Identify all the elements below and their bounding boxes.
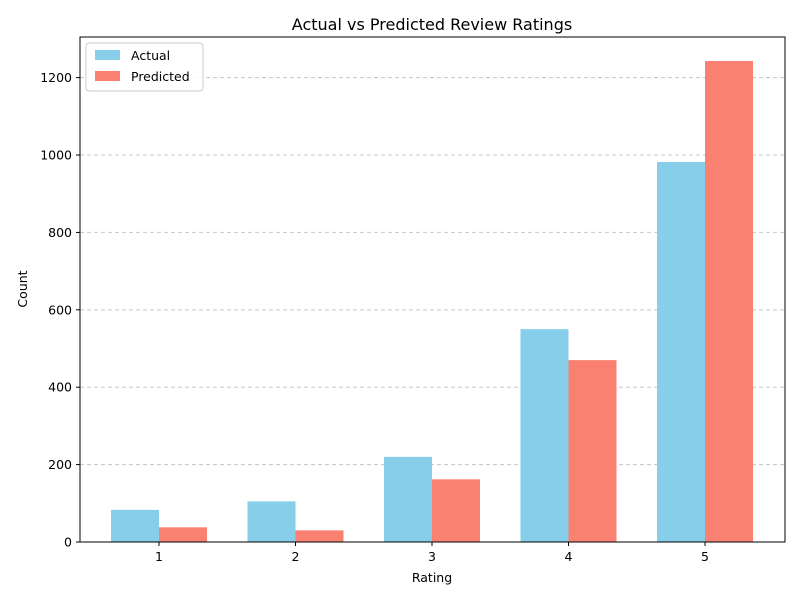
bar-actual-2: [247, 501, 296, 542]
bar-predicted-4: [568, 360, 617, 542]
legend-label-predicted: Predicted: [131, 69, 190, 84]
bar-predicted-2: [295, 530, 344, 542]
y-tick-label: 400: [48, 380, 72, 395]
bar-actual-4: [520, 329, 569, 542]
bar-actual-5: [657, 161, 705, 542]
y-tick-label: 0: [64, 535, 72, 550]
x-tick-label: 5: [701, 549, 709, 564]
bar-predicted-3: [432, 479, 480, 542]
y-tick-label: 800: [48, 225, 72, 240]
y-tick-label: 1200: [40, 70, 72, 85]
legend-label-actual: Actual: [131, 48, 170, 63]
bar-actual-1: [111, 509, 159, 542]
x-tick-label: 4: [565, 549, 573, 564]
bar-predicted-1: [159, 527, 207, 542]
x-axis-ticks: 1 2 3 4 5: [155, 542, 709, 564]
chart-title: Actual vs Predicted Review Ratings: [292, 15, 572, 34]
legend-swatch-actual: [95, 50, 120, 60]
y-axis-ticks: 0 200 400 600 800 1000 1200: [40, 70, 80, 550]
legend-swatch-predicted: [95, 71, 120, 81]
x-tick-label: 3: [428, 549, 436, 564]
x-axis-label: Rating: [412, 570, 452, 585]
x-tick-label: 1: [155, 549, 163, 564]
bars: [111, 60, 753, 542]
y-axis-label: Count: [15, 270, 30, 307]
bar-predicted-5: [705, 60, 753, 542]
legend: Actual Predicted: [85, 42, 204, 92]
y-tick-label: 600: [48, 302, 72, 317]
x-tick-label: 2: [292, 549, 300, 564]
bar-actual-3: [384, 456, 432, 542]
y-tick-label: 1000: [40, 148, 72, 163]
y-tick-label: 200: [48, 457, 72, 472]
